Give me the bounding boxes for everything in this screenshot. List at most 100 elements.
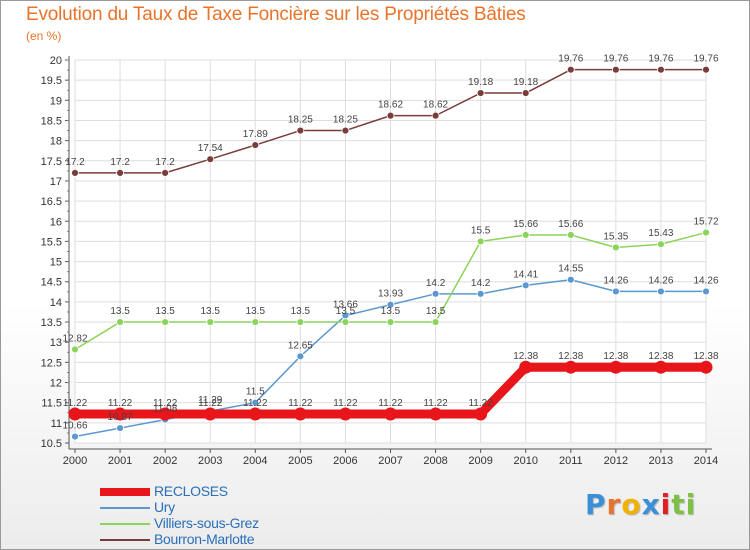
data-label: 11.22 <box>468 398 493 409</box>
data-label: 14.2 <box>426 278 446 289</box>
data-point <box>611 65 620 74</box>
legend-swatch <box>100 507 150 509</box>
logo-letter: x <box>641 488 661 521</box>
data-label: 17.2 <box>110 157 130 168</box>
data-label: 14.26 <box>693 275 718 286</box>
data-label: 13.5 <box>336 306 356 317</box>
y-tick-label: 13.5 <box>41 317 62 329</box>
data-point <box>386 111 395 120</box>
data-label: 13.5 <box>155 306 175 317</box>
data-point <box>657 240 665 249</box>
y-tick-label: 15.5 <box>41 236 62 248</box>
data-point <box>203 407 217 421</box>
data-label: 15.72 <box>693 217 718 228</box>
data-point <box>474 407 488 421</box>
data-label: 11.5 <box>246 387 265 398</box>
x-tick-label: 2003 <box>198 455 222 467</box>
y-unit-label: (en %) <box>26 29 62 43</box>
y-tick-label: 17 <box>50 176 62 188</box>
data-label: 14.55 <box>558 264 583 275</box>
data-point <box>566 65 575 74</box>
y-tick-label: 12 <box>50 378 62 390</box>
data-point <box>248 407 262 421</box>
data-point <box>431 289 440 298</box>
data-point <box>68 407 82 421</box>
data-label: 12.38 <box>603 351 628 362</box>
logo-letter: t <box>671 488 686 521</box>
x-tick-label: 2012 <box>604 455 628 467</box>
y-tick-label: 20 <box>50 55 62 67</box>
data-label: 15.43 <box>648 228 673 239</box>
y-tick-label: 17.5 <box>41 156 62 168</box>
legend-label: Bourron-Marlotte <box>154 531 255 547</box>
data-label: 10.87 <box>108 412 133 423</box>
legend-label: RECLOSES <box>154 483 228 499</box>
y-tick-label: 13 <box>50 337 62 349</box>
legend-swatch <box>100 488 150 496</box>
data-label: 17.54 <box>198 143 223 154</box>
legend-swatch <box>100 539 150 541</box>
data-point <box>251 398 260 407</box>
data-label: 18.62 <box>423 100 448 111</box>
data-label: 11.22 <box>108 398 133 409</box>
logo-letter: r <box>606 488 622 521</box>
data-point <box>609 360 623 374</box>
logo-letter: i <box>660 488 672 521</box>
data-label: 11.22 <box>423 398 448 409</box>
x-tick-label: 2006 <box>333 455 357 467</box>
data-point <box>611 287 620 296</box>
data-point <box>116 168 124 177</box>
data-point <box>702 287 710 296</box>
data-point <box>71 345 79 354</box>
y-tick-label: 11.5 <box>41 398 62 410</box>
data-label: 19.76 <box>603 54 628 65</box>
x-tick-label: 2001 <box>108 455 132 467</box>
data-label: 14.2 <box>471 278 491 289</box>
data-point <box>384 407 397 421</box>
data-point <box>116 424 124 432</box>
y-tick-label: 18 <box>50 136 62 148</box>
proxiti-logo: Proxiti <box>585 488 696 521</box>
x-tick-label: 2009 <box>468 455 492 467</box>
data-point <box>71 168 79 177</box>
data-label: 12.38 <box>693 351 718 362</box>
data-point <box>476 89 485 97</box>
x-tick-label: 2005 <box>288 455 312 467</box>
data-label: 14.26 <box>648 275 673 286</box>
data-point <box>296 126 305 135</box>
legend-label: Villiers-sous-Grez <box>154 515 259 531</box>
data-point <box>521 89 530 97</box>
data-label: 13.5 <box>381 306 401 317</box>
data-label: 11.22 <box>198 398 223 409</box>
data-point <box>519 360 533 374</box>
y-tick-label: 10.5 <box>41 438 62 450</box>
series-villiers-sous-grez <box>71 228 710 354</box>
data-point <box>341 126 350 135</box>
x-tick-label: 2010 <box>513 455 537 467</box>
logo-letter: i <box>685 488 697 521</box>
y-tick-label: 15 <box>50 257 62 269</box>
data-label: 14.41 <box>513 269 538 280</box>
x-tick-label: 2014 <box>694 455 718 467</box>
data-label: 12.65 <box>288 340 313 351</box>
data-point <box>657 287 665 296</box>
data-point <box>654 360 668 374</box>
data-point <box>566 231 575 239</box>
y-tick-label: 16.5 <box>41 196 62 208</box>
data-label: 19.76 <box>648 54 673 65</box>
data-point <box>116 318 124 326</box>
data-label: 19.76 <box>693 54 718 65</box>
series-bourron-marlotte <box>71 65 710 177</box>
legend-swatch <box>100 523 150 525</box>
data-point <box>566 275 575 284</box>
legend-label: Ury <box>154 499 175 515</box>
data-label: 15.35 <box>603 231 628 242</box>
y-tick-label: 18.5 <box>41 115 62 127</box>
data-point <box>476 289 485 298</box>
x-tick-label: 2002 <box>153 455 177 467</box>
data-label: 11.22 <box>243 398 268 409</box>
data-point <box>699 360 713 374</box>
data-label: 14.26 <box>603 275 628 286</box>
data-label: 18.62 <box>378 100 403 111</box>
data-label: 15.5 <box>471 225 491 236</box>
